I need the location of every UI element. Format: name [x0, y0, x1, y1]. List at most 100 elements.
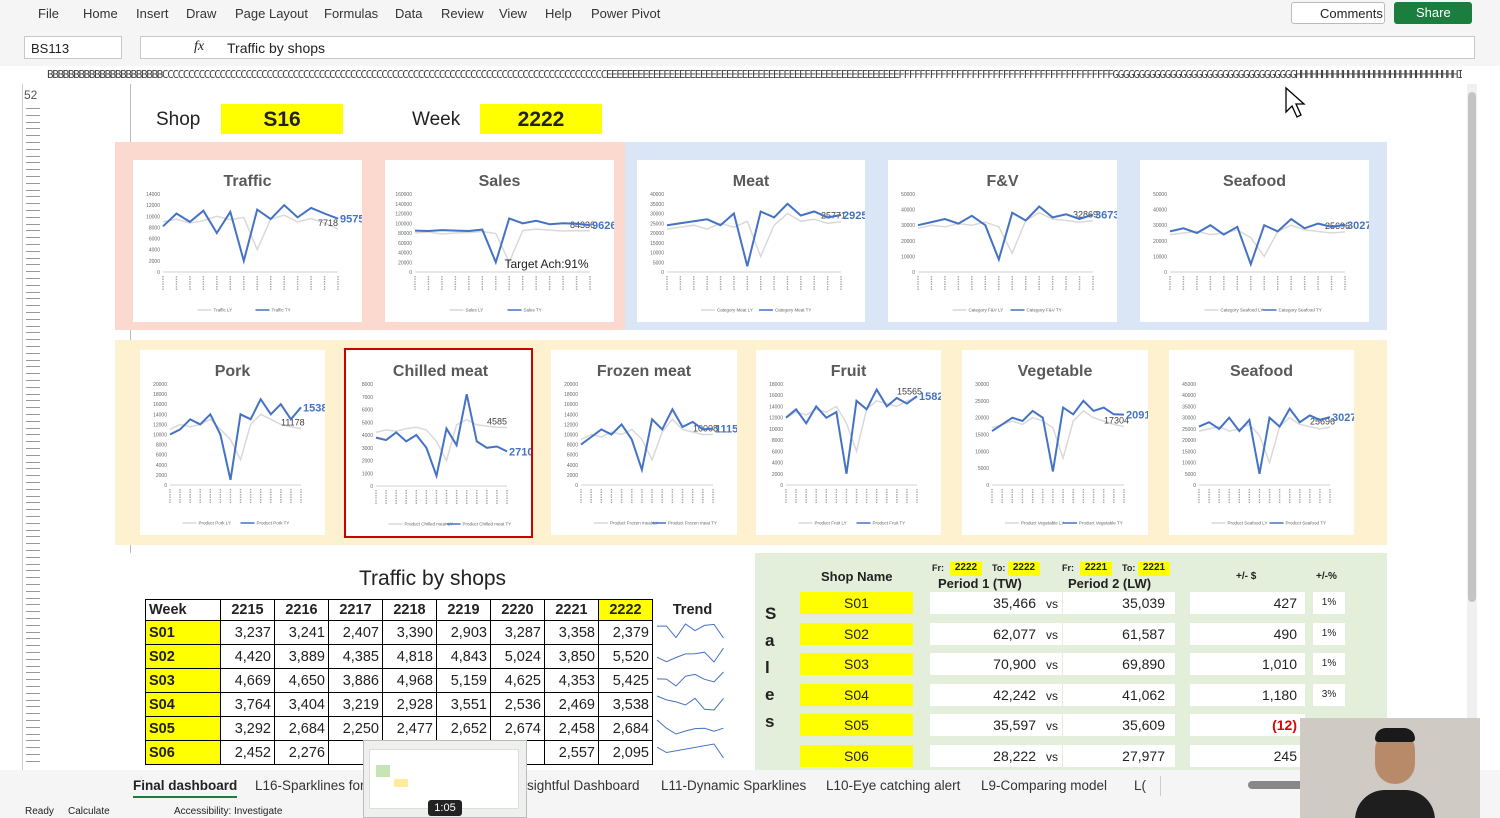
legend-label: Category F&V LY [969, 308, 1004, 313]
menu-item[interactable]: Draw [186, 6, 217, 21]
comments-button[interactable]: Comments [1291, 2, 1385, 24]
chart-card[interactable]: Fruit 0 2000 4000 6000 8000 10000 12000 14000 160… [756, 350, 950, 535]
status-accessibility[interactable]: Accessibility: Investigate [174, 806, 283, 817]
series-line [785, 387, 918, 474]
table-cell: 3,219 [328, 692, 383, 717]
legend-label: Product Chilled meat TY [463, 522, 512, 527]
row-header-tick [26, 373, 40, 375]
header-cell: 2222 [598, 599, 653, 621]
row-header-tick [26, 386, 40, 388]
chart-card[interactable]: F&V 0 10000 20000 30000 40000 50000 32869 Catego… [888, 160, 1126, 322]
series-line [1169, 217, 1346, 268]
y-tick-label: 20000 [153, 382, 167, 388]
menu-item[interactable]: File [38, 6, 59, 21]
legend-label: Product Fruit TY [873, 521, 906, 526]
sheet-tab[interactable]: L9-Comparing model [981, 778, 1108, 793]
webcam-overlay [1300, 718, 1480, 818]
menu-item[interactable]: Help [545, 6, 572, 21]
y-tick-label: 80000 [398, 231, 412, 237]
row-header-tick [26, 210, 40, 211]
legend-label: Sales LY [466, 308, 484, 313]
table-cell: 2,379 [598, 620, 653, 645]
chart-card[interactable]: Frozen meat 0 2000 4000 6000 8000 10000 12000 14… [551, 350, 744, 535]
row-header-tick [26, 434, 40, 436]
row-header-tick [26, 244, 40, 245]
pct-value: 1% [1313, 592, 1345, 614]
chart-card[interactable]: Vegetable 0 5000 10000 15000 20000 25000 30000 1… [962, 350, 1157, 535]
chart: Frozen meat 0 2000 4000 6000 8000 10000 12000 14… [564, 363, 744, 526]
y-tick-label: 14000 [564, 412, 578, 418]
formula-input-box[interactable] [140, 36, 1475, 59]
y-tick-label: 160000 [395, 192, 412, 198]
y-tick-label: 20000 [564, 382, 578, 388]
pct-value: 1% [1313, 622, 1345, 645]
diff-box [1190, 714, 1305, 736]
sheet-tab[interactable]: sightful Dashboard [527, 778, 640, 793]
vs-label: vs [1046, 658, 1058, 672]
chart-card[interactable]: Chilled meat 0 1000 2000 3000 4000 5000 6000 700… [344, 348, 533, 538]
chart-card[interactable]: Sales 0 20000 40000 60000 80000 100000 120000 14… [385, 160, 623, 322]
row-header-tick [26, 454, 40, 456]
row-label: S02 [145, 644, 221, 669]
y-tick-label: 1000 [362, 471, 373, 477]
y-tick-label: 0 [986, 483, 989, 489]
y-tick-label: 4000 [567, 463, 578, 469]
sheet-tab[interactable]: L( [1134, 778, 1147, 793]
y-tick-label: 0 [575, 483, 578, 489]
status-calculate[interactable]: Calculate [68, 806, 110, 817]
sheet-tab[interactable]: L10-Eye catching alert [826, 778, 961, 793]
table-cell: 2,684 [274, 716, 329, 741]
sparkline-line [656, 719, 724, 735]
row-header-tick [26, 448, 40, 449]
table-row: S03 4,669 4,650 3,886 4,968 5,159 4,625 4,353 5,… [145, 668, 733, 693]
menu-item[interactable]: Power Pivot [591, 6, 661, 21]
row-header-tick [26, 271, 40, 273]
sheet-tab[interactable]: L11-Dynamic Sparklines [661, 778, 807, 793]
menu-item[interactable]: Page Layout [235, 6, 309, 21]
chart-card[interactable]: Seafood 0 10000 20000 30000 40000 50000 25696 Ca… [1140, 160, 1378, 322]
table-cell: 5,159 [436, 668, 491, 693]
sheet-tab[interactable]: Final dashboard [133, 778, 238, 798]
chart-card[interactable]: Pork 0 2000 4000 6000 8000 10000 12000 14000 1600… [140, 350, 334, 535]
menu-item[interactable]: Insert [136, 6, 169, 21]
sheet-tab[interactable]: L16-Sparklines for [255, 778, 365, 793]
menu-item[interactable]: Home [83, 6, 118, 21]
scrollbar[interactable] [1467, 84, 1477, 770]
legend-label: Category Meat LY [717, 308, 753, 313]
diff-value: 1,010 [1261, 656, 1297, 672]
thumbnail-highlight [376, 765, 390, 777]
y-tick-label: 15000 [975, 433, 989, 439]
y-tick-label: 25000 [975, 399, 989, 405]
y-tick-label: 18000 [153, 392, 167, 398]
chart: Chilled meat 0 1000 2000 3000 4000 5000 6000 700… [362, 363, 534, 527]
menu-item[interactable]: Data [395, 6, 423, 21]
header-cell: 2216 [274, 599, 329, 621]
table-cell: 2,469 [544, 692, 599, 717]
legend-label: Category Seafood TY [1279, 308, 1322, 313]
fx-icon: fx [194, 39, 205, 54]
share-button[interactable]: Share [1394, 2, 1472, 24]
y-tick-label: 0 [409, 270, 412, 276]
menu-item[interactable]: View [499, 6, 527, 21]
row-header-tick [26, 312, 40, 313]
table-cell: 3,241 [274, 620, 329, 645]
y-tick-label: 14000 [153, 412, 167, 418]
data-label: 20913 [1126, 410, 1148, 422]
y-tick-label: 0 [912, 270, 915, 276]
y-tick-label: 20000 [1182, 438, 1196, 444]
chart-card[interactable]: Traffic 0 2000 4000 6000 8000 10000 12000 14000 7… [133, 160, 364, 322]
y-tick-label: 2000 [362, 459, 373, 465]
name-box[interactable]: BS113 [24, 36, 122, 59]
legend-label: Product Seafood TY [1286, 521, 1326, 526]
chart-card[interactable]: Meat 0 5000 10000 15000 20000 25000 30000 35000 4… [637, 160, 874, 322]
period2-value: 61,587 [1122, 625, 1165, 642]
y-tick-label: 12000 [564, 422, 578, 428]
chart-card[interactable]: Seafood 0 5000 10000 15000 20000 25000 30000 350… [1169, 350, 1363, 535]
video-time: 1:05 [428, 800, 462, 816]
menu-item[interactable]: Review [441, 6, 484, 21]
chart-title: F&V [987, 173, 1019, 190]
menu-item[interactable]: Formulas [324, 6, 379, 21]
row-header-tick [26, 230, 40, 232]
series-line [1198, 406, 1331, 474]
period1-value: 28,222 [993, 747, 1036, 764]
